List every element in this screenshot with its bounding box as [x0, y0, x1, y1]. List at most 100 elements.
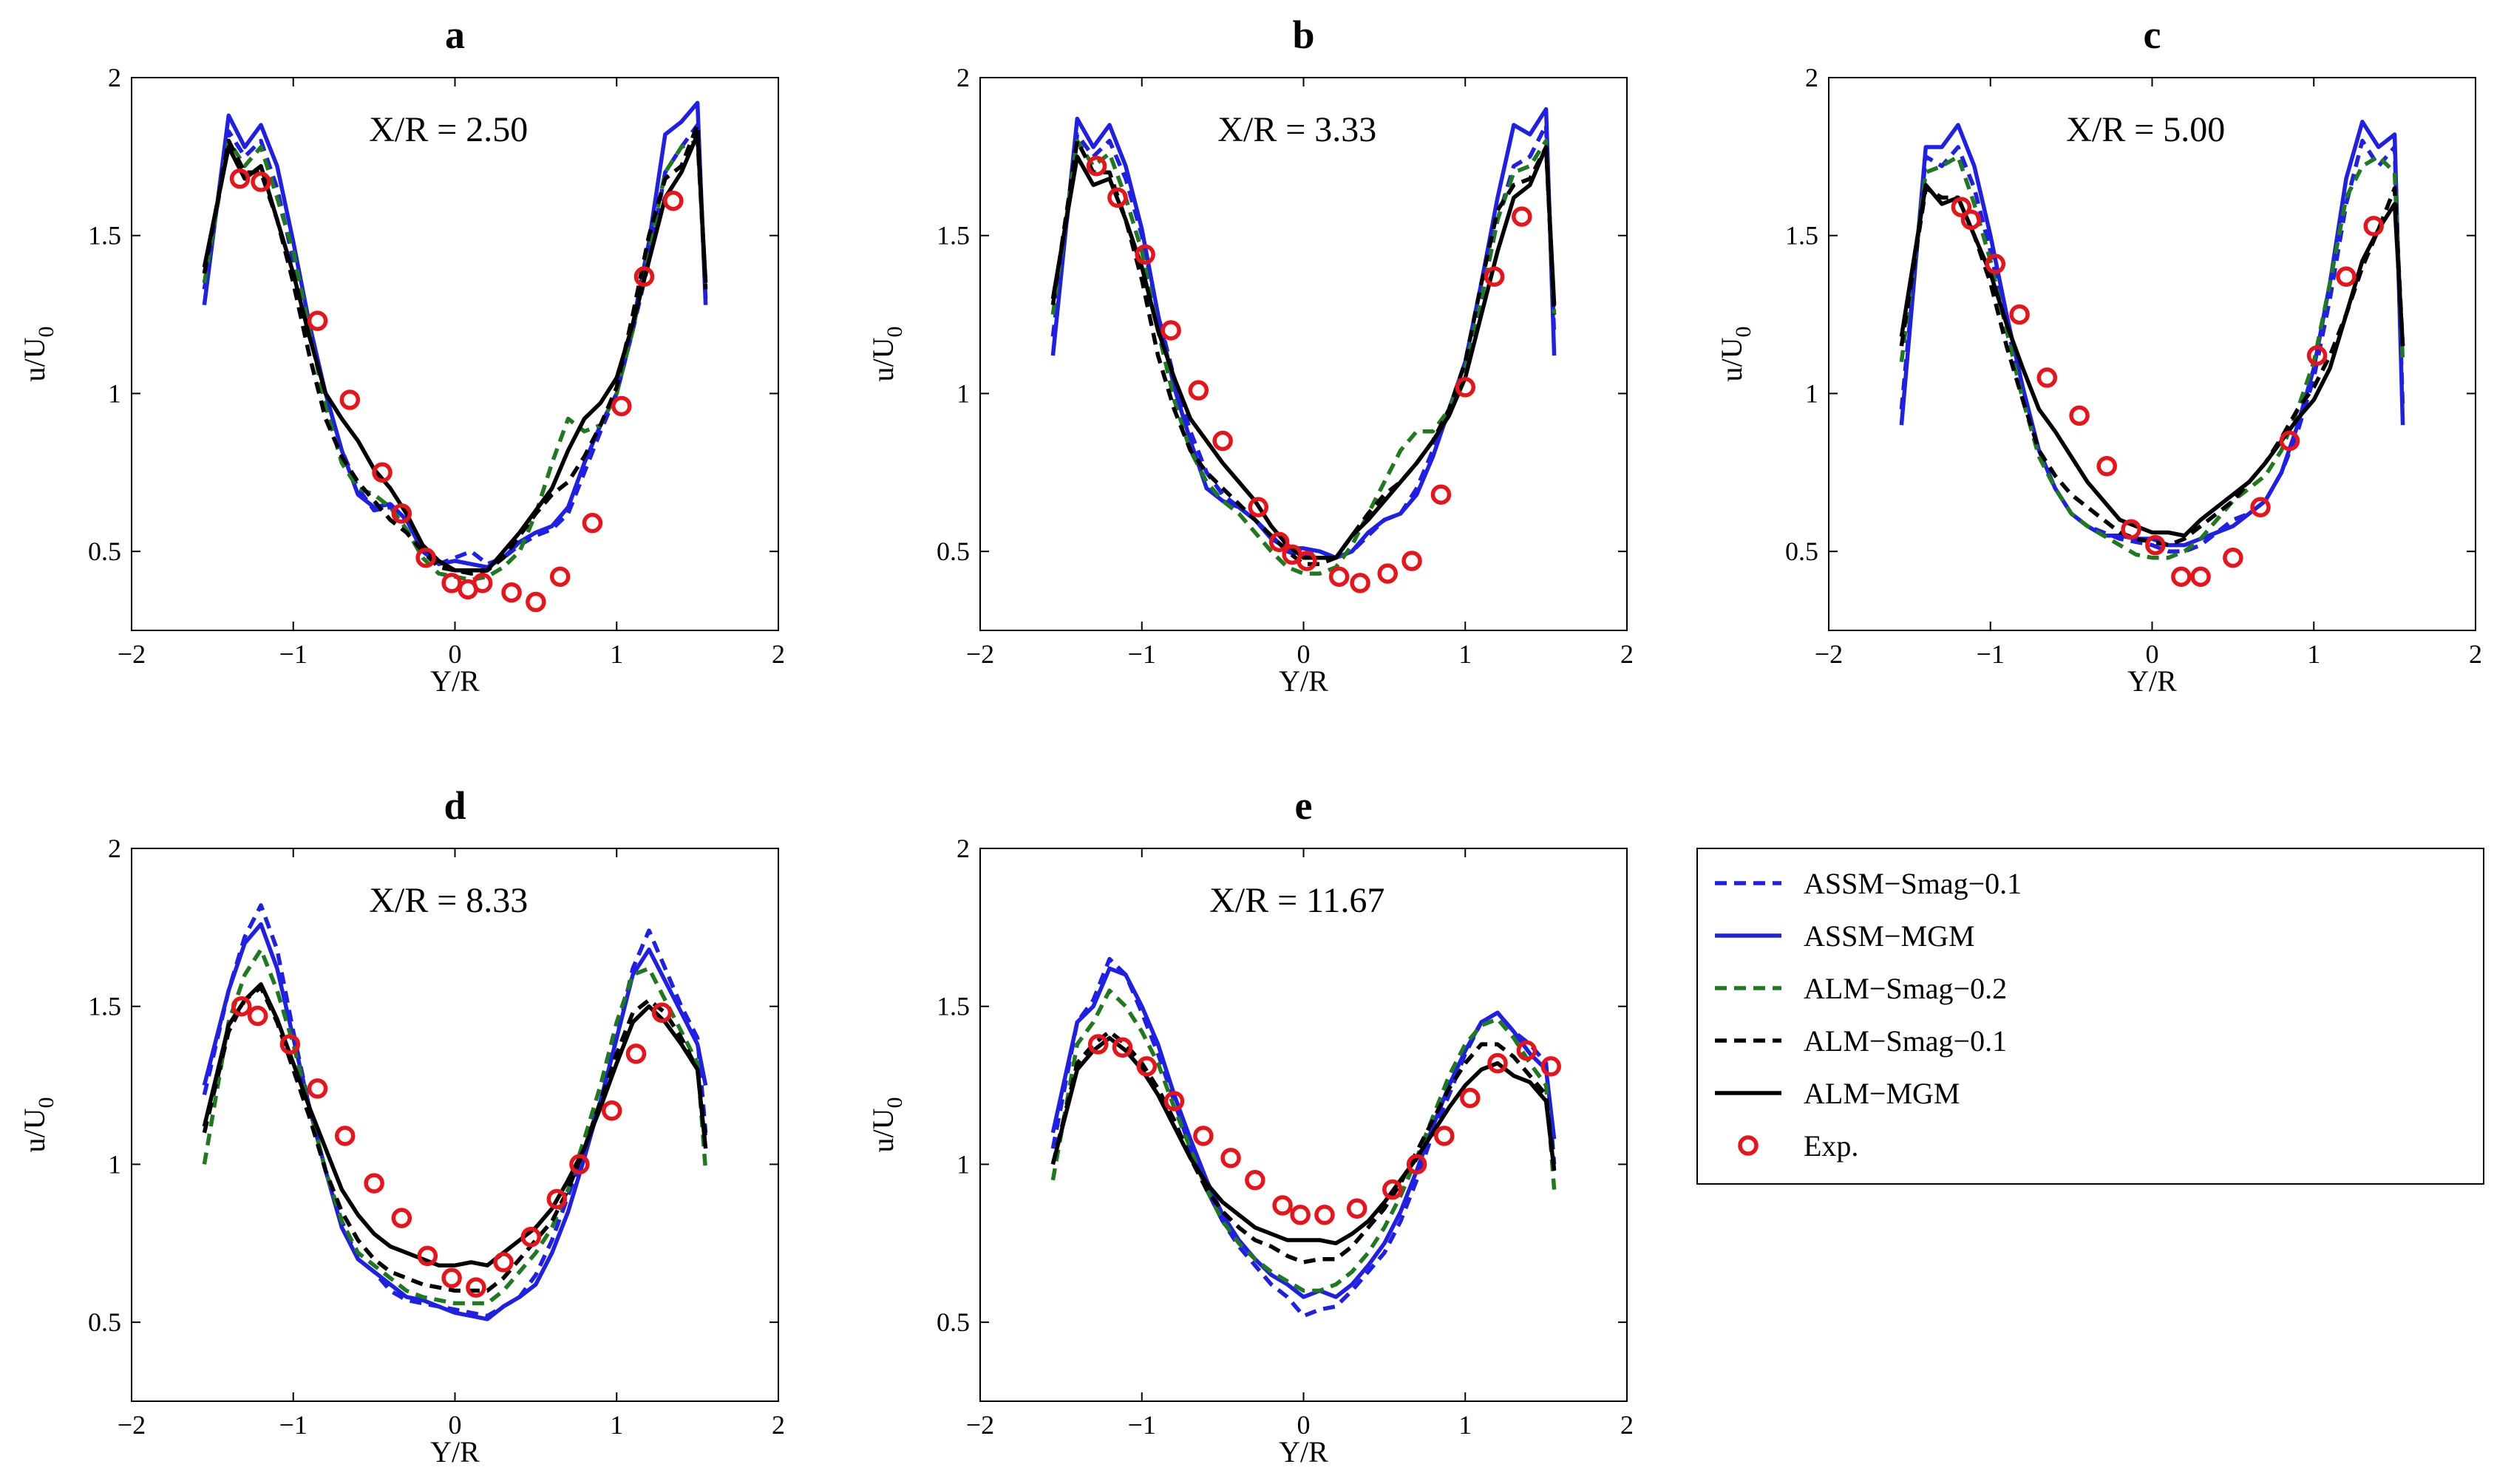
y-tick-label: 1.5	[937, 221, 970, 251]
x-axis-label: Y/R	[1279, 664, 1328, 698]
y-tick-label: 0.5	[937, 1307, 970, 1337]
y-axis-label: u/U0	[18, 1097, 58, 1153]
y-axis-label-main: u/U	[1715, 337, 1748, 381]
y-tick-label: 0.5	[1785, 537, 1818, 566]
exp-point	[1328, 566, 1350, 588]
exp-point	[1086, 155, 1107, 177]
y-tick-label: 2	[1805, 63, 1818, 92]
exp-point	[1161, 320, 1181, 341]
exp-point	[633, 266, 655, 287]
y-axis-label: u/U0	[18, 327, 58, 382]
legend-label: ASSM−MGM	[1804, 919, 1975, 953]
exp-point	[2336, 266, 2357, 287]
legend-label: ALM−MGM	[1804, 1077, 1960, 1110]
exp-point	[1272, 1195, 1293, 1216]
x-axis-label: Y/R	[430, 1435, 480, 1468]
legend-label: Exp.	[1804, 1129, 1858, 1163]
x-tick-label: 0	[449, 639, 462, 669]
y-axis-label-main: u/U	[18, 1108, 51, 1152]
panel-annotation: X/R = 2.50	[369, 110, 528, 149]
series-exp	[229, 169, 684, 613]
exp-point	[493, 1252, 514, 1273]
exp-point	[1268, 531, 1290, 553]
exp-point	[1540, 1056, 1561, 1077]
series-alm-smag-0-2-line	[202, 947, 708, 1306]
series-exp	[231, 995, 673, 1298]
y-axis-label-main: u/U	[18, 337, 51, 381]
exp-point	[1406, 1154, 1427, 1175]
x-tick-label: −1	[1128, 1410, 1156, 1440]
series-exp	[1951, 197, 2384, 588]
legend-entry-alm-smag-0-2: ALM−Smag−0.2	[1715, 972, 2007, 1005]
y-tick-label: 1.5	[88, 992, 121, 1021]
series-alm-mgm-line	[202, 132, 708, 573]
exp-point	[2145, 534, 2166, 556]
x-tick-label: 2	[2469, 639, 2482, 669]
y-axis-label-sub: 0	[34, 1097, 58, 1109]
y-tick-label: 1.5	[1785, 221, 1818, 251]
exp-point	[663, 190, 684, 211]
series-alm-smag-0-1-line	[202, 985, 708, 1293]
x-axis-label: Y/R	[430, 664, 480, 698]
series-exp	[1086, 155, 1532, 593]
panel-annotation: X/R = 5.00	[2066, 110, 2225, 149]
exp-point	[1350, 573, 1370, 593]
exp-point	[2279, 430, 2300, 452]
exp-point	[2009, 304, 2030, 325]
legend-entry-assm-mgm: ASSM−MGM	[1715, 919, 1975, 953]
exp-point	[2306, 345, 2328, 366]
exp-point	[1487, 1052, 1508, 1074]
series-exp	[1087, 1034, 1561, 1225]
exp-point	[307, 310, 328, 331]
x-tick-label: 1	[1458, 639, 1472, 669]
y-tick-label: 0.5	[937, 537, 970, 566]
exp-point	[1188, 380, 1209, 401]
exp-point	[611, 395, 632, 417]
exp-point	[391, 503, 412, 524]
panels: a−2 −1 0 1 20.511.52Y/Ru/U0X/R = 2.50b−2 −1 0 1…	[18, 13, 2482, 1468]
y-axis-label-sub: 0	[883, 1097, 907, 1109]
exp-point	[1135, 244, 1155, 265]
x-tick-label: −2	[118, 1410, 146, 1440]
exp-point	[1314, 1205, 1335, 1225]
y-tick-label: 2	[108, 63, 121, 92]
x-tick-label: 2	[772, 1410, 785, 1440]
x-tick-label: −2	[118, 639, 146, 669]
exp-point	[1434, 1126, 1455, 1146]
panel-c: c−2 −1 0 1 20.511.52Y/Ru/U0X/R = 5.00	[1715, 13, 2482, 698]
exp-point	[2363, 216, 2384, 236]
legend-entry-alm-mgm: ALM−MGM	[1715, 1077, 1960, 1110]
x-tick-label: −2	[1815, 639, 1843, 669]
exp-point	[472, 573, 493, 593]
exp-point	[501, 582, 522, 603]
x-tick-label: −2	[966, 639, 994, 669]
series-group	[202, 903, 708, 1321]
exp-point	[417, 1245, 438, 1267]
exp-point	[526, 591, 546, 613]
exp-point	[1212, 430, 1233, 452]
series-group	[1899, 120, 2405, 588]
legend-box	[1696, 848, 2484, 1185]
x-tick-label: −1	[1977, 639, 2005, 669]
legend-label: ALM−Smag−0.1	[1804, 1024, 2007, 1058]
x-tick-label: 0	[1297, 1410, 1311, 1440]
exp-point	[549, 566, 571, 588]
x-tick-label: −2	[966, 1410, 994, 1440]
x-tick-label: 0	[449, 1410, 462, 1440]
exp-point	[2096, 455, 2117, 477]
x-tick-label: 1	[1458, 1410, 1472, 1440]
panel-letter: b	[1292, 13, 1314, 57]
exp-point	[1460, 1087, 1481, 1109]
y-tick-label: 0.5	[88, 1307, 121, 1337]
panel-a: a−2 −1 0 1 20.511.52Y/Ru/U0X/R = 2.50	[18, 13, 785, 698]
exp-point	[2190, 566, 2211, 588]
panel-annotation: X/R = 11.67	[1209, 881, 1384, 920]
exp-point	[1163, 1091, 1185, 1112]
exp-point	[651, 1002, 673, 1024]
x-axis-label: Y/R	[1279, 1435, 1328, 1468]
y-axis-label: u/U0	[866, 327, 907, 382]
x-tick-label: −1	[279, 1410, 307, 1440]
series-assm-smag-0-1-line	[1899, 138, 2405, 554]
exp-point	[546, 1188, 568, 1210]
legend-entries: ASSM−Smag−0.1 ASSM−MGM ALM−Smag−0.2 ALM−Sma…	[1715, 867, 2022, 1163]
